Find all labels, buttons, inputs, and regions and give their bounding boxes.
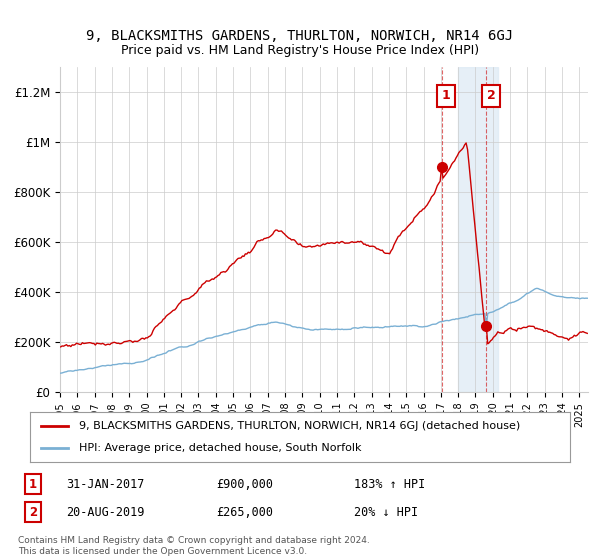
Text: 2: 2 bbox=[29, 506, 37, 519]
Text: 9, BLACKSMITHS GARDENS, THURLTON, NORWICH, NR14 6GJ: 9, BLACKSMITHS GARDENS, THURLTON, NORWIC… bbox=[86, 29, 514, 44]
Text: 9, BLACKSMITHS GARDENS, THURLTON, NORWICH, NR14 6GJ (detached house): 9, BLACKSMITHS GARDENS, THURLTON, NORWIC… bbox=[79, 421, 520, 431]
Text: 20-AUG-2019: 20-AUG-2019 bbox=[66, 506, 145, 519]
Text: 183% ↑ HPI: 183% ↑ HPI bbox=[354, 478, 425, 491]
Text: 2: 2 bbox=[487, 90, 496, 102]
Text: 1: 1 bbox=[442, 90, 451, 102]
Text: Contains HM Land Registry data © Crown copyright and database right 2024.
This d: Contains HM Land Registry data © Crown c… bbox=[18, 536, 370, 556]
Bar bbox=[458, 67, 498, 392]
Text: 31-JAN-2017: 31-JAN-2017 bbox=[66, 478, 145, 491]
Text: 20% ↓ HPI: 20% ↓ HPI bbox=[354, 506, 418, 519]
Text: £265,000: £265,000 bbox=[216, 506, 273, 519]
Text: 1: 1 bbox=[29, 478, 37, 491]
Text: HPI: Average price, detached house, South Norfolk: HPI: Average price, detached house, Sout… bbox=[79, 443, 361, 453]
Text: £900,000: £900,000 bbox=[216, 478, 273, 491]
Text: Price paid vs. HM Land Registry's House Price Index (HPI): Price paid vs. HM Land Registry's House … bbox=[121, 44, 479, 57]
